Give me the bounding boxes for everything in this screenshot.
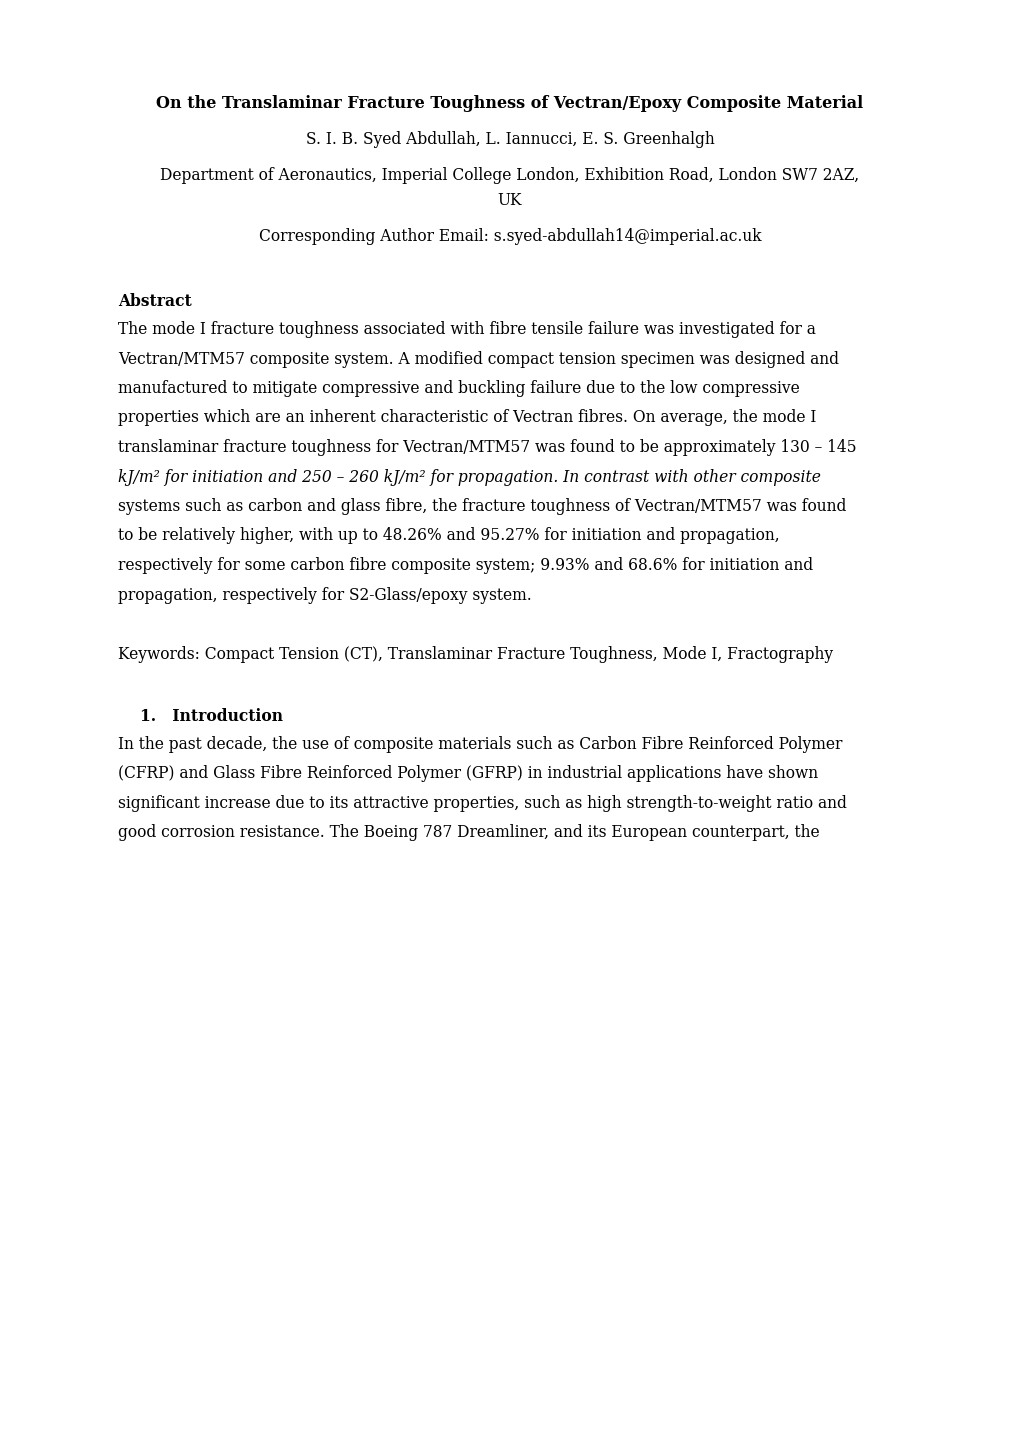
Text: translaminar fracture toughness for Vectran/MTM57 was found to be approximately : translaminar fracture toughness for Vect… — [118, 438, 856, 456]
Text: On the Translaminar Fracture Toughness of Vectran/Epoxy Composite Material: On the Translaminar Fracture Toughness o… — [156, 95, 863, 112]
Text: Abstract: Abstract — [118, 293, 192, 310]
Text: In the past decade, the use of composite materials such as Carbon Fibre Reinforc: In the past decade, the use of composite… — [118, 735, 842, 753]
Text: properties which are an inherent characteristic of Vectran fibres. On average, t: properties which are an inherent charact… — [118, 410, 815, 427]
Text: kJ/m² for initiation and 250 – 260 kJ/m² for propagation. In contrast with other: kJ/m² for initiation and 250 – 260 kJ/m²… — [118, 469, 820, 486]
Text: S. I. B. Syed Abdullah, L. Iannucci, E. S. Greenhalgh: S. I. B. Syed Abdullah, L. Iannucci, E. … — [306, 131, 713, 149]
Text: respectively for some carbon fibre composite system; 9.93% and 68.6% for initiat: respectively for some carbon fibre compo… — [118, 557, 812, 574]
Text: systems such as carbon and glass fibre, the fracture toughness of Vectran/MTM57 : systems such as carbon and glass fibre, … — [118, 497, 846, 515]
Text: Corresponding Author Email: s.syed-abdullah14@imperial.ac.uk: Corresponding Author Email: s.syed-abdul… — [259, 228, 760, 245]
Text: good corrosion resistance. The Boeing 787 Dreamliner, and its European counterpa: good corrosion resistance. The Boeing 78… — [118, 825, 819, 842]
Text: UK: UK — [497, 192, 522, 209]
Text: Keywords: Compact Tension (CT), Translaminar Fracture Toughness, Mode I, Fractog: Keywords: Compact Tension (CT), Translam… — [118, 646, 833, 663]
Text: manufactured to mitigate compressive and buckling failure due to the low compres: manufactured to mitigate compressive and… — [118, 381, 799, 397]
Text: 1.   Introduction: 1. Introduction — [140, 708, 282, 725]
Text: Vectran/MTM57 composite system. A modified compact tension specimen was designed: Vectran/MTM57 composite system. A modifi… — [118, 350, 839, 368]
Text: to be relatively higher, with up to 48.26% and 95.27% for initiation and propaga: to be relatively higher, with up to 48.2… — [118, 528, 779, 545]
Text: Department of Aeronautics, Imperial College London, Exhibition Road, London SW7 : Department of Aeronautics, Imperial Coll… — [160, 167, 859, 185]
Text: (CFRP) and Glass Fibre Reinforced Polymer (GFRP) in industrial applications have: (CFRP) and Glass Fibre Reinforced Polyme… — [118, 766, 817, 783]
Text: The mode I fracture toughness associated with fibre tensile failure was investig: The mode I fracture toughness associated… — [118, 322, 815, 337]
Text: significant increase due to its attractive properties, such as high strength-to-: significant increase due to its attracti… — [118, 795, 846, 812]
Text: propagation, respectively for S2-Glass/epoxy system.: propagation, respectively for S2-Glass/e… — [118, 587, 531, 604]
